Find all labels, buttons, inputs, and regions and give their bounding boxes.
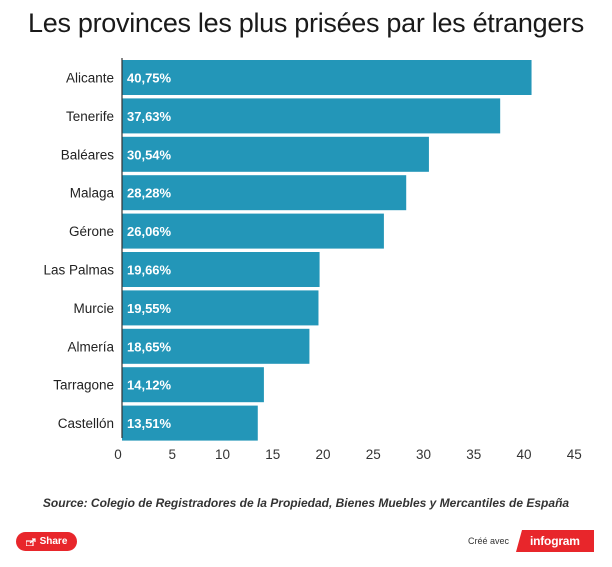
value-label: 30,54% xyxy=(127,147,172,162)
category-label: Las Palmas xyxy=(43,263,114,278)
bar-7 xyxy=(122,290,319,326)
category-label: Alicante xyxy=(66,71,114,86)
share-label: Share xyxy=(39,536,68,547)
category-label: Tenerife xyxy=(66,109,114,124)
credit-text: Créé avec xyxy=(468,536,510,546)
bar-3 xyxy=(122,136,429,172)
infogram-logo[interactable]: infogram xyxy=(516,530,594,552)
category-label: Tarragone xyxy=(53,378,114,393)
bar-5 xyxy=(122,213,384,249)
category-label: Baléares xyxy=(61,147,115,162)
source-note: Source: Colegio de Registradores de la P… xyxy=(42,496,570,510)
x-tick-label: 25 xyxy=(366,447,381,462)
value-label: 37,63% xyxy=(127,109,172,124)
value-label: 19,66% xyxy=(127,263,172,278)
category-label: Malaga xyxy=(70,186,115,201)
bar-9 xyxy=(122,367,264,403)
value-label: 18,65% xyxy=(127,339,172,354)
chart-title: Les provinces les plus prisées par les é… xyxy=(28,8,584,38)
bar-1 xyxy=(122,60,532,95)
bar-2 xyxy=(122,98,501,134)
value-label: 19,55% xyxy=(127,301,172,316)
value-label: 13,51% xyxy=(127,416,172,431)
brand-label: infogram xyxy=(530,534,580,548)
bar-4 xyxy=(122,175,407,211)
x-tick-label: 45 xyxy=(567,447,582,462)
bar-8 xyxy=(122,328,310,364)
x-tick-label: 10 xyxy=(215,447,230,462)
x-tick-label: 0 xyxy=(114,447,122,462)
x-tick-label: 20 xyxy=(315,447,330,462)
share-button[interactable]: Share xyxy=(16,532,77,551)
category-label: Murcie xyxy=(73,301,114,316)
value-label: 28,28% xyxy=(127,186,172,201)
brand-badge-shape xyxy=(516,530,594,552)
x-tick-label: 35 xyxy=(466,447,481,462)
share-icon xyxy=(25,537,36,546)
x-tick-label: 15 xyxy=(265,447,280,462)
bar-6 xyxy=(122,252,320,287)
category-label: Castellón xyxy=(58,416,114,431)
x-tick-label: 40 xyxy=(516,447,531,462)
bar-10 xyxy=(122,405,258,441)
category-label: Gérone xyxy=(69,224,114,239)
value-label: 26,06% xyxy=(127,224,172,239)
value-label: 40,75% xyxy=(127,71,172,86)
x-tick-label: 30 xyxy=(416,447,431,462)
bar-chart: Alicante 40,75% Tenerife 37,63% Baléares 30,5… xyxy=(43,58,582,462)
value-label: 14,12% xyxy=(127,378,172,393)
category-label: Almería xyxy=(67,339,114,354)
x-tick-label: 5 xyxy=(168,447,176,462)
